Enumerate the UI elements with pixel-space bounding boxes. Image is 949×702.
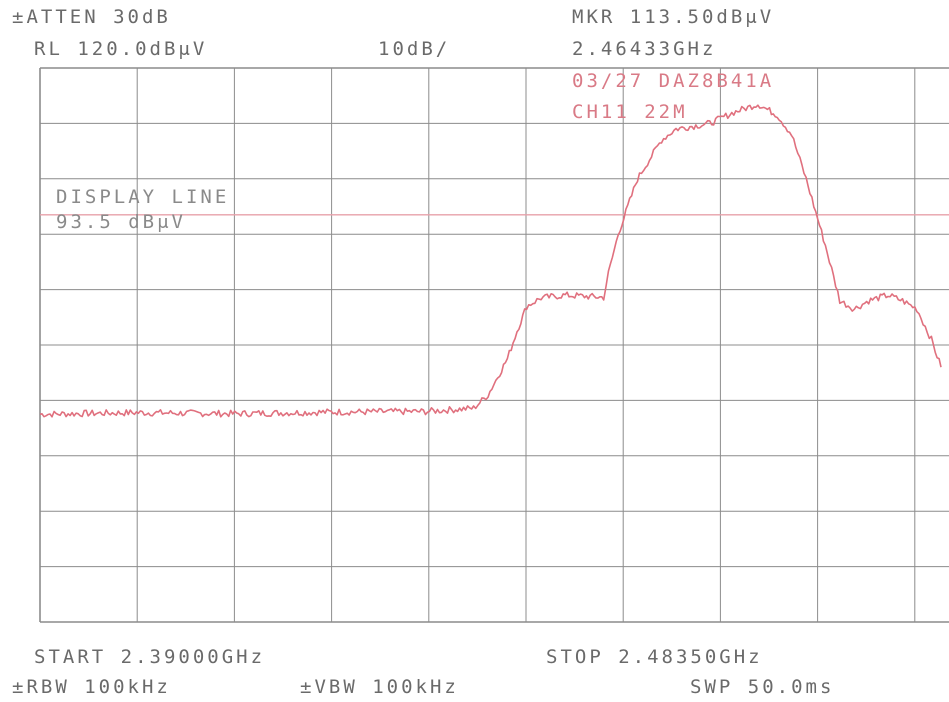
rbw-label: ±RBW 100kHz <box>12 676 171 698</box>
attenuation-label: ±ATTEN 30dB <box>12 6 171 28</box>
marker-level-label: MKR 113.50dBμV <box>572 6 775 28</box>
note-id-label: 03/27 DAZ8B41A <box>572 70 775 92</box>
stop-frequency-label: STOP 2.48350GHz <box>546 646 763 668</box>
vbw-label: ±VBW 100kHz <box>300 676 459 698</box>
display-line-title: DISPLAY LINE <box>56 186 230 208</box>
sweep-time-label: SWP 50.0ms <box>690 676 835 698</box>
marker-frequency-label: 2.46433GHz <box>572 38 717 60</box>
start-frequency-label: START 2.39000GHz <box>34 646 266 668</box>
display-line-value: 93.5 dBμV <box>56 211 186 233</box>
note-channel-label: CH11 22M <box>572 101 688 123</box>
reference-level-label: RL 120.0dBμV <box>34 38 208 60</box>
scale-label: 10dB/ <box>378 38 451 60</box>
plot-grid <box>39 67 949 623</box>
spectrum-trace <box>39 104 942 418</box>
